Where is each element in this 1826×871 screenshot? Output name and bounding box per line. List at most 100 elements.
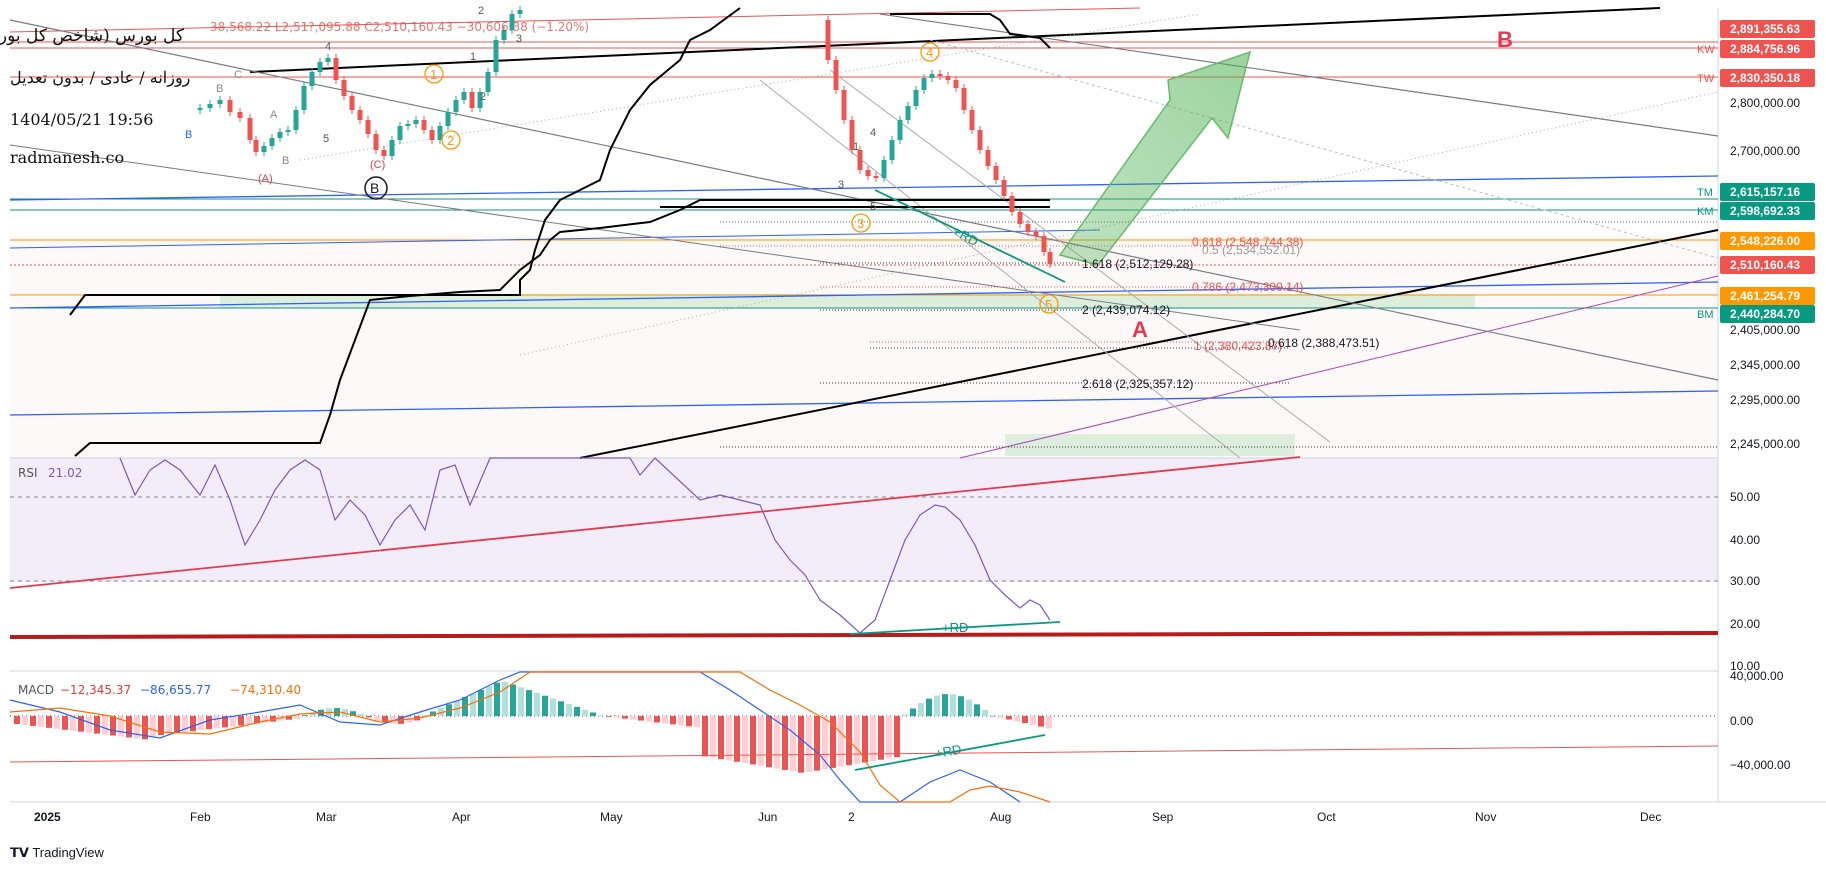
candle-body[interactable] <box>825 20 831 60</box>
price-level-badge[interactable] <box>1720 256 1815 274</box>
macd-label[interactable]: MACD <box>18 683 54 697</box>
candle-body[interactable] <box>421 120 427 130</box>
candle-body[interactable] <box>477 92 483 108</box>
candle-body[interactable] <box>937 74 943 76</box>
macd-histogram-bar <box>814 716 820 771</box>
candle-body[interactable] <box>227 100 233 112</box>
candle-body[interactable] <box>485 72 491 92</box>
macd-axis[interactable]: 40,000.00 0.00 −40,000.00 <box>1730 669 1791 772</box>
candle-body[interactable] <box>897 120 903 140</box>
candle-body[interactable] <box>953 80 959 88</box>
price-level-badge[interactable] <box>1720 287 1815 305</box>
price-level-label: 2,615,157.16 <box>1730 185 1800 199</box>
price-level-badge[interactable] <box>1720 232 1815 250</box>
candle-body[interactable] <box>921 78 927 90</box>
candle-body[interactable] <box>453 100 459 112</box>
candle-body[interactable] <box>865 170 871 176</box>
candle-body[interactable] <box>469 92 475 108</box>
candle-body[interactable] <box>969 110 975 130</box>
price-level-badge[interactable] <box>1720 183 1815 201</box>
candle-body[interactable] <box>993 166 999 180</box>
candle-body[interactable] <box>985 150 991 166</box>
candle-body[interactable] <box>309 72 315 86</box>
candle-body[interactable] <box>1017 212 1023 224</box>
candle-body[interactable] <box>197 108 203 110</box>
macd-histogram-bar <box>630 716 636 720</box>
candle-body[interactable] <box>1033 232 1039 236</box>
candle-body[interactable] <box>389 140 395 156</box>
macd-histogram-bar <box>918 703 924 716</box>
candle-body[interactable] <box>405 124 411 126</box>
wave-sublabel: 5 <box>870 201 876 213</box>
candle-body[interactable] <box>217 100 223 104</box>
macd-histogram-bar <box>622 716 628 719</box>
candle-body[interactable] <box>333 58 339 80</box>
candle-body[interactable] <box>341 80 347 96</box>
candle-body[interactable] <box>913 90 919 106</box>
candle-body[interactable] <box>373 134 379 150</box>
candle-body[interactable] <box>261 146 267 152</box>
candle-body[interactable] <box>1025 224 1031 232</box>
candle-body[interactable] <box>961 88 967 110</box>
candle-body[interactable] <box>381 150 387 156</box>
time-axis[interactable]: 2025 Feb Mar Apr May Jun 2 Aug Sep Oct Nov Dec <box>34 810 1661 824</box>
price-level-badge[interactable] <box>1720 202 1815 220</box>
candle-body[interactable] <box>833 60 839 90</box>
candle-body[interactable] <box>413 120 419 124</box>
candle-body[interactable] <box>247 118 253 140</box>
candle-body[interactable] <box>977 130 983 150</box>
candle-body[interactable] <box>509 14 515 30</box>
price-level-badge[interactable] <box>1720 305 1815 323</box>
tradingview-logo[interactable]: 𝗧𝗩 TradingView <box>10 845 104 861</box>
candle-body[interactable] <box>849 120 855 150</box>
candle-body[interactable] <box>293 110 299 130</box>
rsi-line[interactable] <box>119 457 1051 634</box>
candle-body[interactable] <box>445 112 451 126</box>
candle-body[interactable] <box>397 126 403 140</box>
time-tick-label: Aug <box>990 810 1011 824</box>
price-level-badge[interactable] <box>1720 20 1815 38</box>
candle-body[interactable] <box>857 150 863 170</box>
candle-body[interactable] <box>1009 196 1015 212</box>
candle-body[interactable] <box>1047 252 1053 264</box>
candle-body[interactable] <box>945 76 951 80</box>
rsi-label[interactable]: RSI <box>18 466 38 480</box>
candle-body[interactable] <box>1001 180 1007 196</box>
candle-body[interactable] <box>881 160 887 178</box>
candle-body[interactable] <box>461 92 467 100</box>
candle-body[interactable] <box>325 58 331 62</box>
macd-signal-line[interactable] <box>9 671 1051 803</box>
candle-body[interactable] <box>889 140 895 160</box>
candlesticks[interactable] <box>197 6 1053 268</box>
price-level-badge[interactable] <box>1720 40 1815 58</box>
rsi-axis[interactable]: 50.00 40.00 30.00 20.00 10.00 <box>1730 490 1760 673</box>
candle-body[interactable] <box>349 96 355 110</box>
candle-body[interactable] <box>493 40 499 72</box>
candle-body[interactable] <box>1041 236 1047 252</box>
candle-body[interactable] <box>365 120 371 134</box>
candle-body[interactable] <box>237 112 243 118</box>
candle-body[interactable] <box>905 106 911 120</box>
candle-body[interactable] <box>437 126 443 140</box>
candle-body[interactable] <box>301 86 307 110</box>
candle-body[interactable] <box>277 132 283 138</box>
rsi-trendline-red <box>9 456 1301 589</box>
macd-histogram-bar <box>878 716 884 760</box>
candle-body[interactable] <box>841 90 847 120</box>
macd-histogram-bar <box>830 716 836 768</box>
candle-body[interactable] <box>517 10 523 14</box>
candle-body[interactable] <box>285 130 291 132</box>
candle-body[interactable] <box>429 130 435 140</box>
candle-body[interactable] <box>929 74 935 78</box>
price-level-badge[interactable] <box>1720 69 1815 87</box>
candle-body[interactable] <box>269 138 275 146</box>
macd-trendline-red <box>9 745 1719 763</box>
candle-body[interactable] <box>253 140 259 152</box>
candle-body[interactable] <box>317 62 323 72</box>
candle-body[interactable] <box>873 176 879 178</box>
candle-body[interactable] <box>357 110 363 120</box>
candle-body[interactable] <box>207 104 213 108</box>
price-axis[interactable]: 2,800,000.00 2,700,000.00 2,405,000.00 2,34… <box>1697 20 1815 451</box>
candle-body[interactable] <box>501 30 507 40</box>
